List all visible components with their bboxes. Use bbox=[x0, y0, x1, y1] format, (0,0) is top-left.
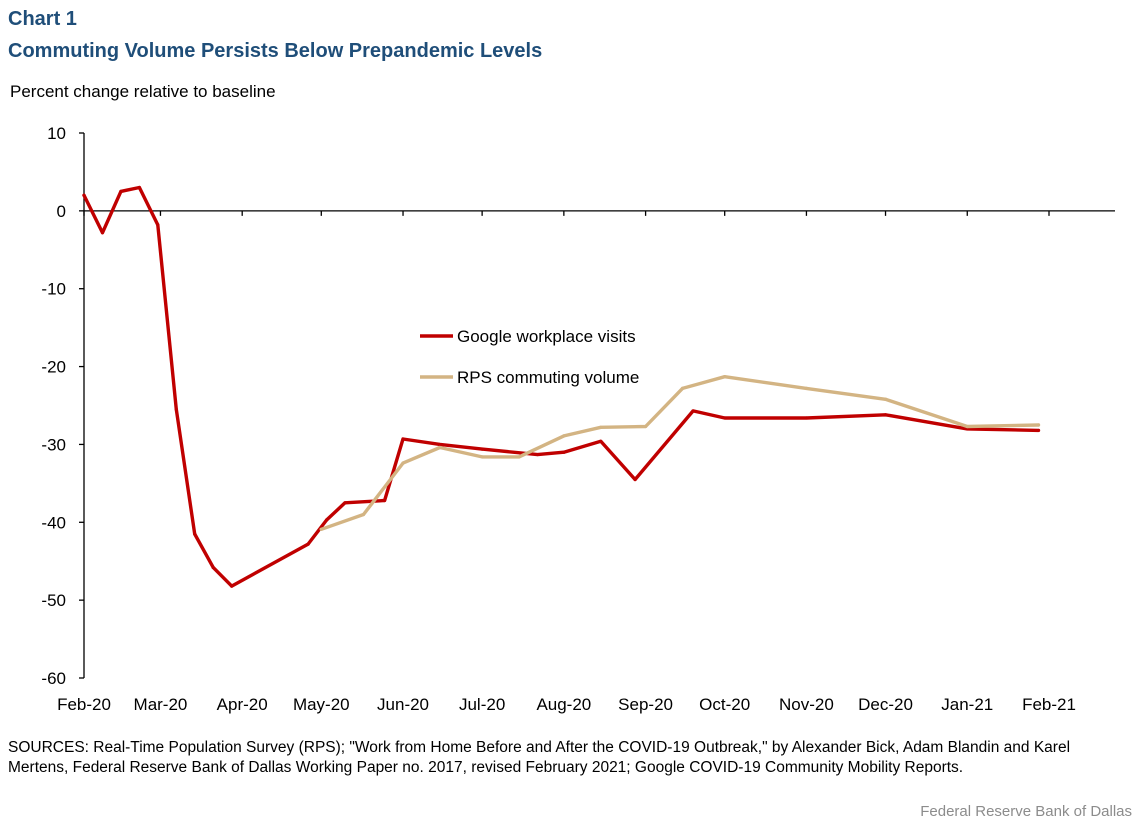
data-point bbox=[723, 416, 727, 420]
data-point bbox=[401, 461, 405, 465]
data-point bbox=[193, 532, 197, 536]
x-tick-label: Sep-20 bbox=[618, 695, 673, 714]
data-point bbox=[804, 386, 809, 390]
data-point bbox=[480, 447, 484, 451]
x-tick-label: Jun-20 bbox=[377, 695, 429, 714]
legend-label: Google workplace visits bbox=[457, 327, 636, 346]
y-tick-label: 10 bbox=[47, 124, 66, 143]
data-point bbox=[480, 455, 484, 459]
data-point bbox=[230, 584, 234, 588]
data-point bbox=[211, 565, 215, 570]
data-point bbox=[691, 409, 695, 413]
data-point bbox=[723, 375, 727, 379]
x-tick-label: May-20 bbox=[293, 695, 350, 714]
data-point bbox=[343, 501, 347, 505]
data-point bbox=[174, 407, 178, 411]
data-point bbox=[562, 450, 566, 454]
y-tick-label: 0 bbox=[57, 202, 66, 221]
data-point bbox=[156, 223, 160, 227]
y-tick-label: -10 bbox=[41, 280, 66, 299]
line-chart: 10 0 -10 -20 -30 -40 -50 -60 Feb-20 Mar-20 Apr-20 M… bbox=[41, 124, 1115, 714]
data-point bbox=[438, 442, 442, 447]
data-point bbox=[1036, 423, 1041, 427]
x-tick-label: Apr-20 bbox=[217, 695, 268, 714]
data-point bbox=[100, 231, 105, 235]
x-tick-label: Feb-20 bbox=[57, 695, 111, 714]
x-tick-label: Oct-20 bbox=[699, 695, 750, 714]
data-point bbox=[965, 424, 969, 429]
data-point bbox=[119, 189, 123, 193]
chart-legend: Google workplace visits RPS commuting vol… bbox=[420, 327, 639, 387]
data-point bbox=[401, 437, 405, 441]
data-point bbox=[137, 185, 141, 190]
x-tick-label: Jul-20 bbox=[459, 695, 505, 714]
data-point bbox=[1036, 428, 1041, 433]
data-point bbox=[599, 425, 603, 429]
y-tick-label: -30 bbox=[41, 435, 66, 454]
data-point bbox=[643, 424, 648, 429]
x-tick-label: Jan-21 bbox=[941, 695, 993, 714]
chart-axes: 10 0 -10 -20 -30 -40 -50 -60 Feb-20 Mar-20 Apr-20 M… bbox=[41, 124, 1115, 714]
data-point bbox=[883, 413, 888, 417]
data-point bbox=[680, 386, 685, 390]
x-tick-label: Dec-20 bbox=[858, 695, 913, 714]
data-point bbox=[361, 512, 366, 517]
data-point bbox=[319, 527, 323, 531]
chart-number: Chart 1 bbox=[8, 8, 77, 30]
data-point bbox=[562, 434, 566, 438]
x-tick-label: Feb-21 bbox=[1022, 695, 1076, 714]
credit-line: Federal Reserve Bank of Dallas bbox=[920, 803, 1132, 820]
data-point bbox=[633, 477, 637, 482]
data-point bbox=[599, 439, 603, 443]
data-point bbox=[306, 542, 310, 546]
x-tick-label: Nov-20 bbox=[779, 695, 834, 714]
chart-series bbox=[82, 185, 1041, 588]
data-point bbox=[535, 452, 540, 457]
x-tick-label: Aug-20 bbox=[536, 695, 591, 714]
data-point bbox=[883, 397, 888, 401]
google-workplace-visits-line bbox=[82, 185, 1041, 588]
data-point bbox=[517, 455, 521, 459]
y-tick-label: -60 bbox=[41, 669, 66, 688]
data-point bbox=[382, 498, 387, 503]
legend-label: RPS commuting volume bbox=[457, 368, 639, 387]
sources-note: SOURCES: Real-Time Population Survey (RP… bbox=[8, 739, 1071, 776]
data-point bbox=[324, 518, 329, 522]
y-axis-unit-label: Percent change relative to baseline bbox=[10, 82, 276, 101]
x-tick-label: Mar-20 bbox=[134, 695, 188, 714]
rps-commuting-volume-line bbox=[319, 375, 1041, 531]
data-point bbox=[804, 416, 809, 420]
y-tick-label: -40 bbox=[41, 513, 66, 532]
y-tick-label: -20 bbox=[41, 358, 66, 377]
chart-title: Commuting Volume Persists Below Prepande… bbox=[8, 40, 543, 62]
data-point bbox=[438, 445, 442, 450]
data-point bbox=[82, 193, 86, 197]
y-tick-label: -50 bbox=[41, 591, 66, 610]
